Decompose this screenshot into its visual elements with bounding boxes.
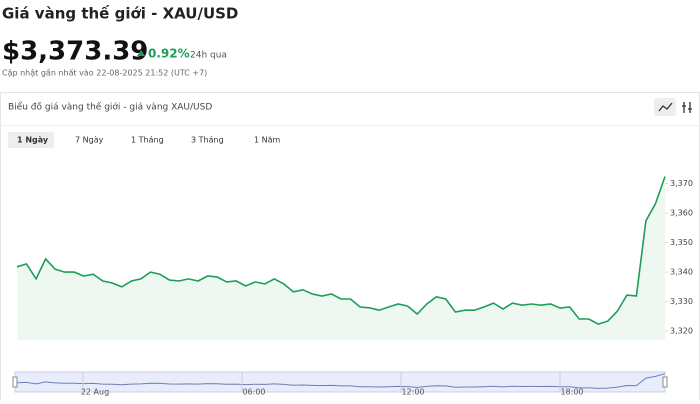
- updated: Cập nhật gần nhất vào 22-08-2025 21:52 (…: [2, 68, 207, 79]
- panel-title: Biểu đồ giá vàng thế giới - giá vàng XAU…: [8, 102, 212, 113]
- tab[interactable]: 1 Năm: [254, 136, 281, 145]
- price: $3,373.39: [2, 37, 148, 67]
- navigator-label: 22 Aug: [81, 388, 109, 397]
- navigator-handle[interactable]: [12, 376, 18, 388]
- navigator-handle[interactable]: [662, 376, 668, 388]
- price-line: [16, 176, 666, 325]
- tab[interactable]: 7 Ngày: [75, 136, 104, 145]
- tab[interactable]: 3 Tháng: [191, 136, 224, 145]
- change: 0.92%: [148, 47, 190, 61]
- navigator-series: 22 Aug 06:00 12:00 18:00: [16, 372, 666, 397]
- candle-icon[interactable]: [682, 102, 692, 113]
- navigator-label: 12:00: [401, 388, 424, 397]
- tabs: 1 Ngày 7 Ngày 1 Tháng 3 Tháng 1 Năm: [8, 132, 281, 148]
- y-tick-label: 3,350: [670, 238, 693, 247]
- tab-active-bg: [8, 132, 54, 148]
- plot: 3,320 3,330 3,340 3,350 3,360 3,370: [16, 176, 693, 340]
- tab[interactable]: 1 Ngày: [17, 136, 49, 145]
- navigator-label: 18:00: [560, 388, 583, 397]
- y-tick-label: 3,340: [670, 268, 693, 277]
- line-icon: [658, 102, 673, 112]
- y-tick-label: 3,360: [670, 209, 693, 218]
- y-tick-label: 3,370: [670, 179, 693, 188]
- tab[interactable]: 1 Tháng: [131, 136, 164, 145]
- chart-panel: [0, 92, 700, 403]
- navigator-line: [16, 373, 666, 389]
- area: [17, 176, 665, 340]
- y-tick-label: 3,320: [670, 327, 693, 336]
- page-title: Giá vàng thế giới - XAU/USD: [2, 4, 238, 23]
- period: 24h qua: [190, 51, 227, 61]
- up-arrow: [137, 50, 145, 56]
- y-tick-label: 3,330: [670, 297, 693, 306]
- navigator-label: 06:00: [242, 388, 265, 397]
